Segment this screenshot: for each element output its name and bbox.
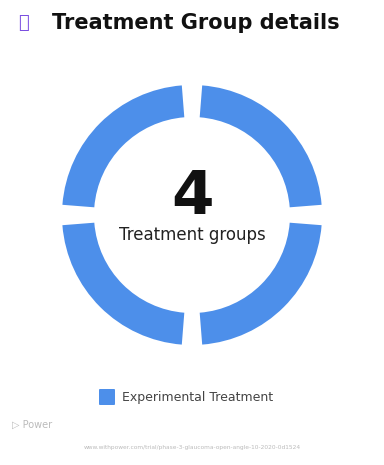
Text: Treatment Group details: Treatment Group details xyxy=(52,13,339,33)
Wedge shape xyxy=(200,86,321,207)
Text: www.withpower.com/trial/phase-3-glaucoma-open-angle-10-2020-0d1524: www.withpower.com/trial/phase-3-glaucoma… xyxy=(83,445,301,450)
Wedge shape xyxy=(63,86,184,207)
Text: 👥: 👥 xyxy=(18,14,29,32)
FancyBboxPatch shape xyxy=(99,389,115,405)
Wedge shape xyxy=(200,223,321,345)
Text: Experimental Treatment: Experimental Treatment xyxy=(122,391,273,404)
Text: 4: 4 xyxy=(171,167,213,226)
Text: ▷ Power: ▷ Power xyxy=(12,420,52,430)
Text: Treatment groups: Treatment groups xyxy=(119,226,265,244)
Wedge shape xyxy=(63,223,184,345)
